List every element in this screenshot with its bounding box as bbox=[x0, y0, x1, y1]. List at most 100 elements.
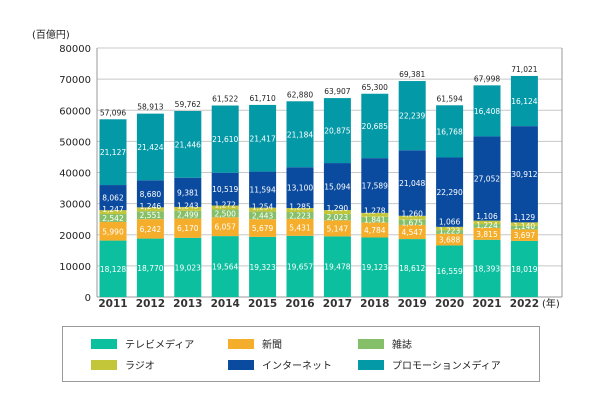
data-label: 21,417 bbox=[249, 134, 275, 143]
bar-segment bbox=[323, 210, 351, 215]
legend-label: テレビメディア bbox=[125, 340, 195, 351]
data-label: 5,679 bbox=[252, 224, 274, 233]
data-label: 30,912 bbox=[511, 170, 537, 179]
data-label: 4,547 bbox=[401, 228, 423, 237]
data-label: 1,260 bbox=[401, 209, 423, 218]
bar-segment bbox=[211, 172, 239, 206]
legend-swatch bbox=[358, 359, 384, 370]
total-label: 61,522 bbox=[212, 95, 238, 104]
legend-label: 新聞 bbox=[262, 340, 282, 351]
bar-segment bbox=[510, 222, 538, 226]
bar-segment bbox=[99, 210, 127, 215]
data-label: 13,100 bbox=[287, 184, 313, 193]
total-label: 69,381 bbox=[399, 70, 425, 79]
legend-item: ラジオ bbox=[91, 357, 155, 372]
data-label: 15,094 bbox=[324, 183, 350, 192]
bar-segment bbox=[99, 240, 127, 297]
total-label: 58,913 bbox=[137, 103, 163, 112]
y-tick-label: 80000 bbox=[59, 44, 91, 55]
data-label: 3,688 bbox=[439, 236, 461, 245]
bar-segment bbox=[249, 171, 277, 208]
x-tick-label: 2018 bbox=[360, 298, 389, 310]
bar-segment bbox=[323, 98, 351, 164]
legend: テレビメディア 新聞 雑誌ラジオ インターネット プロモーションメディア bbox=[62, 326, 540, 382]
data-label: 1,106 bbox=[476, 212, 498, 221]
data-label: 10,519 bbox=[212, 185, 238, 194]
bar-segment bbox=[361, 212, 389, 217]
bar-segment bbox=[361, 216, 389, 223]
data-label: 5,147 bbox=[327, 224, 349, 233]
data-label: 3,697 bbox=[514, 231, 536, 240]
legend-label: インターネット bbox=[262, 361, 332, 372]
data-label: 19,657 bbox=[287, 262, 313, 271]
data-label: 21,127 bbox=[100, 148, 126, 157]
data-label: 16,124 bbox=[511, 97, 537, 106]
bar-segment bbox=[436, 245, 464, 297]
y-tick-label: 50000 bbox=[59, 137, 91, 148]
legend-swatch bbox=[91, 338, 117, 349]
bar-segment bbox=[286, 235, 314, 297]
data-label: 1,224 bbox=[476, 221, 498, 230]
bar-segment bbox=[398, 81, 426, 151]
data-label: 21,184 bbox=[287, 130, 313, 139]
data-label: 19,123 bbox=[362, 263, 388, 272]
total-label: 67,998 bbox=[474, 74, 500, 83]
bar-segment bbox=[136, 211, 164, 220]
bar-segment bbox=[99, 119, 127, 186]
data-label: 2,499 bbox=[177, 211, 199, 220]
x-tick-label: 2012 bbox=[136, 298, 165, 310]
bar-segment bbox=[286, 211, 314, 219]
bar-segment bbox=[510, 75, 538, 127]
total-label: 62,880 bbox=[287, 90, 313, 99]
data-label: 2,542 bbox=[102, 214, 124, 223]
data-label: 3,815 bbox=[476, 230, 498, 239]
data-label: 8,680 bbox=[140, 190, 162, 199]
bar-segment bbox=[136, 207, 164, 212]
bar-segment bbox=[473, 239, 501, 297]
legend-label: プロモーションメディア bbox=[392, 361, 501, 372]
bar-segment bbox=[398, 215, 426, 220]
bar-segment bbox=[361, 222, 389, 238]
bar-segment bbox=[436, 157, 464, 227]
data-label: 18,770 bbox=[137, 264, 163, 273]
bar-segment bbox=[99, 185, 127, 211]
data-label: 5,431 bbox=[289, 223, 311, 232]
legend-label: 雑誌 bbox=[392, 340, 412, 351]
bar-segment bbox=[174, 210, 202, 219]
data-label: 1,290 bbox=[327, 204, 349, 213]
legend-label: ラジオ bbox=[125, 361, 155, 372]
x-tick-label: 2015 bbox=[248, 298, 277, 310]
data-label: 1,841 bbox=[364, 216, 386, 225]
x-tick-label: 2014 bbox=[211, 298, 240, 310]
total-label: 57,096 bbox=[100, 108, 126, 117]
legend-swatch bbox=[91, 359, 117, 370]
bar-segment bbox=[473, 227, 501, 240]
bar-segment bbox=[211, 205, 239, 210]
y-axis-label: (百億円) bbox=[32, 28, 70, 41]
bar-segment bbox=[473, 85, 501, 137]
bar-segment bbox=[286, 207, 314, 212]
chart-plot: (百億円) 0 10000 20000 30000 40000 50000 60000 700… bbox=[32, 28, 563, 310]
bar-segment bbox=[99, 221, 127, 241]
data-label: 1,246 bbox=[140, 202, 162, 211]
bar-segment bbox=[436, 230, 464, 234]
bar-segment bbox=[136, 180, 164, 208]
legend-swatch bbox=[228, 338, 254, 349]
legend-item: 雑誌 bbox=[358, 336, 412, 351]
bar-segment bbox=[323, 214, 351, 221]
bar-segment bbox=[286, 218, 314, 236]
data-label: 1,066 bbox=[439, 218, 461, 227]
total-label: 63,907 bbox=[324, 87, 350, 96]
bar-segment bbox=[361, 93, 389, 159]
x-tick-label: 2011 bbox=[98, 298, 127, 310]
data-label: 19,023 bbox=[175, 263, 201, 272]
x-tick-label: 2022 bbox=[510, 298, 539, 310]
x-tick-label: 2021 bbox=[472, 298, 501, 310]
data-label: 6,057 bbox=[214, 223, 236, 232]
bar-segment bbox=[286, 101, 314, 168]
y-tick-label: 10000 bbox=[59, 262, 91, 273]
bar-segment bbox=[323, 220, 351, 237]
total-label: 59,762 bbox=[175, 100, 201, 109]
x-tick-label: 2017 bbox=[323, 298, 352, 310]
